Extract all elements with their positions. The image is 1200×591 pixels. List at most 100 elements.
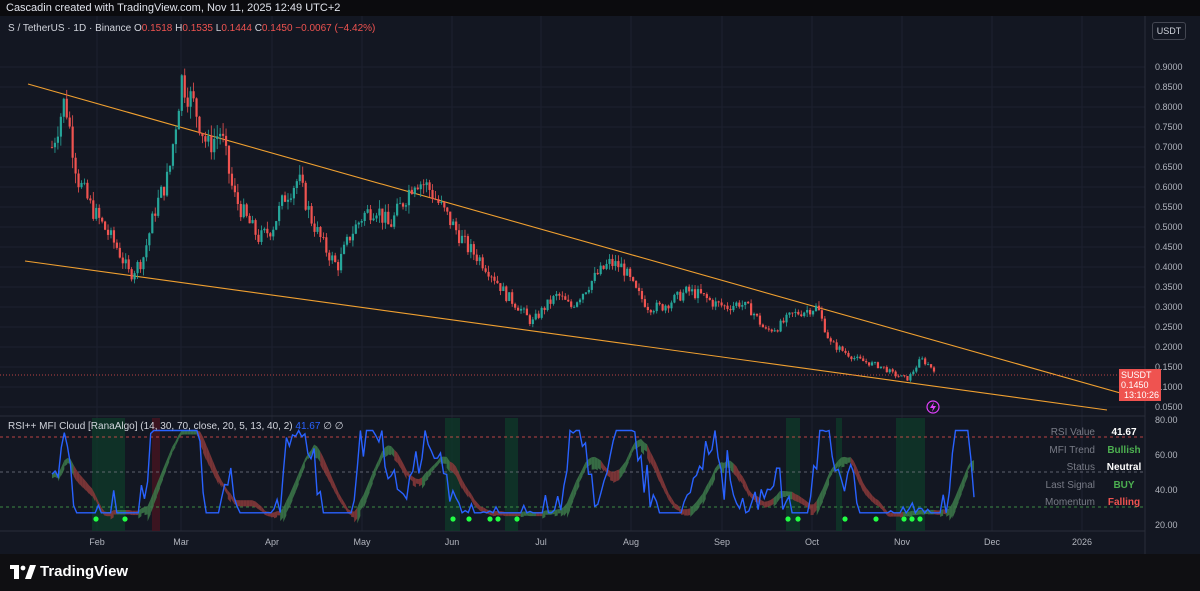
chart-svg[interactable]: 0.9000 0.8500 0.8000 0.7500 0.7000 0.6500 0.60… [0,0,1200,554]
candle-body [177,110,180,130]
cloud-segment [394,449,398,463]
candle-body [865,361,868,363]
candle-body [475,254,478,262]
candle-body [157,197,160,216]
cloud-segment [825,473,830,493]
buy-signal-dot [487,516,493,522]
candle-body [325,237,328,253]
candle-body [693,289,697,299]
tradingview-logo[interactable]: TradingView [10,563,128,580]
candle-body [162,186,166,196]
candle-body [744,301,747,306]
time-axis[interactable]: Feb Mar Apr May Jun Jul Aug Sep Oct Nov Dec 2026 [89,537,1092,547]
cloud-segment [378,451,382,467]
candle-body [602,265,605,269]
cloud-segment [838,457,842,469]
price-tick-label: 0.2000 [1155,342,1183,352]
cloud-segment [582,462,586,477]
cloud-segment [357,500,361,524]
candle-body [431,189,434,199]
candle-body [398,203,402,205]
cloud-segment [323,457,327,477]
signal-zone [445,418,460,531]
tradingview-logo-icon [10,564,36,579]
candle-body [803,312,806,317]
time-tick-label: Mar [173,537,189,547]
price-tag-symbol: SUSDT [1121,370,1152,380]
cloud-segment [459,473,463,490]
rsi-line[interactable] [51,428,975,515]
candle-body [891,369,894,372]
candle-body [696,289,700,299]
cloud-segment [317,446,321,463]
candle-body [354,224,357,234]
indicator-name[interactable]: RSI++ MFI Cloud [RanaAlgo] (14, 30, 70, … [8,421,293,432]
candle-body [304,182,307,210]
cloud-segment [61,460,65,477]
candle-body [752,313,756,316]
buy-signal-dot [917,516,923,522]
candle-body [266,228,269,234]
candle-body [519,308,523,311]
candle-body [575,302,579,307]
candle-body [171,144,175,166]
candles[interactable] [50,68,936,382]
cloud-segment [866,487,870,500]
cloud-segment [653,457,657,475]
indicator-axis[interactable]: 80.00 60.00 40.00 20.00 [1155,415,1178,530]
candle-body [248,215,251,224]
indicator-legend[interactable]: RSI++ MFI Cloud [RanaAlgo] (14, 30, 70, … [8,421,343,432]
candle-body [245,204,248,216]
cloud-segment [878,500,882,510]
lightning-icon[interactable] [926,400,940,414]
cloud-segment [647,444,651,465]
time-tick-label: Apr [265,537,279,547]
buy-signals [93,516,923,522]
candle-body [634,280,638,288]
cloud-segment [307,450,312,460]
candle-body [328,252,331,261]
candle-body [688,286,691,292]
cloud-segment [150,491,154,514]
cloud-segment [304,453,308,464]
buy-signal-dot [122,516,128,522]
cloud-segment [418,477,423,487]
candle-body [428,182,431,190]
cloud-segment [619,465,623,480]
cloud-segment [468,489,472,500]
price-tick-label: 0.1500 [1155,362,1183,372]
candle-body [785,314,788,323]
price-axis[interactable]: 0.9000 0.8500 0.8000 0.7500 0.7000 0.6500 0.60… [1155,62,1183,412]
candle-body [180,75,183,111]
candle-body [623,263,626,276]
candle-body [499,283,502,292]
time-tick-label: 2026 [1072,537,1092,547]
candle-body [817,305,821,311]
cloud-segment [702,487,706,506]
candle-body [897,376,900,378]
candle-body [699,289,703,294]
candle-body [390,224,393,227]
symbol-name[interactable]: S / TetherUS · 1D · Binance [8,23,132,34]
candle-body [301,174,304,183]
lower-trendline[interactable] [24,260,1108,411]
candle-body [74,157,77,174]
cloud-segment [415,478,419,485]
cloud-segment [502,511,506,517]
candle-body [493,276,496,281]
cloud-segment [893,512,897,517]
candle-body [511,292,514,304]
candle-body [832,341,835,343]
upper-trendline[interactable] [27,83,1146,401]
cloud-segment [230,493,234,504]
candle-body [286,199,290,202]
candle-body [251,220,254,224]
candle-body [652,311,655,313]
info-value: 41.67 [1111,427,1137,438]
cloud-segment [400,458,404,474]
currency-button[interactable]: USDT [1152,22,1186,40]
buy-signal-dot [514,516,520,522]
candle-body [788,312,791,315]
grid [0,16,1145,531]
cloud-segment [156,476,160,496]
